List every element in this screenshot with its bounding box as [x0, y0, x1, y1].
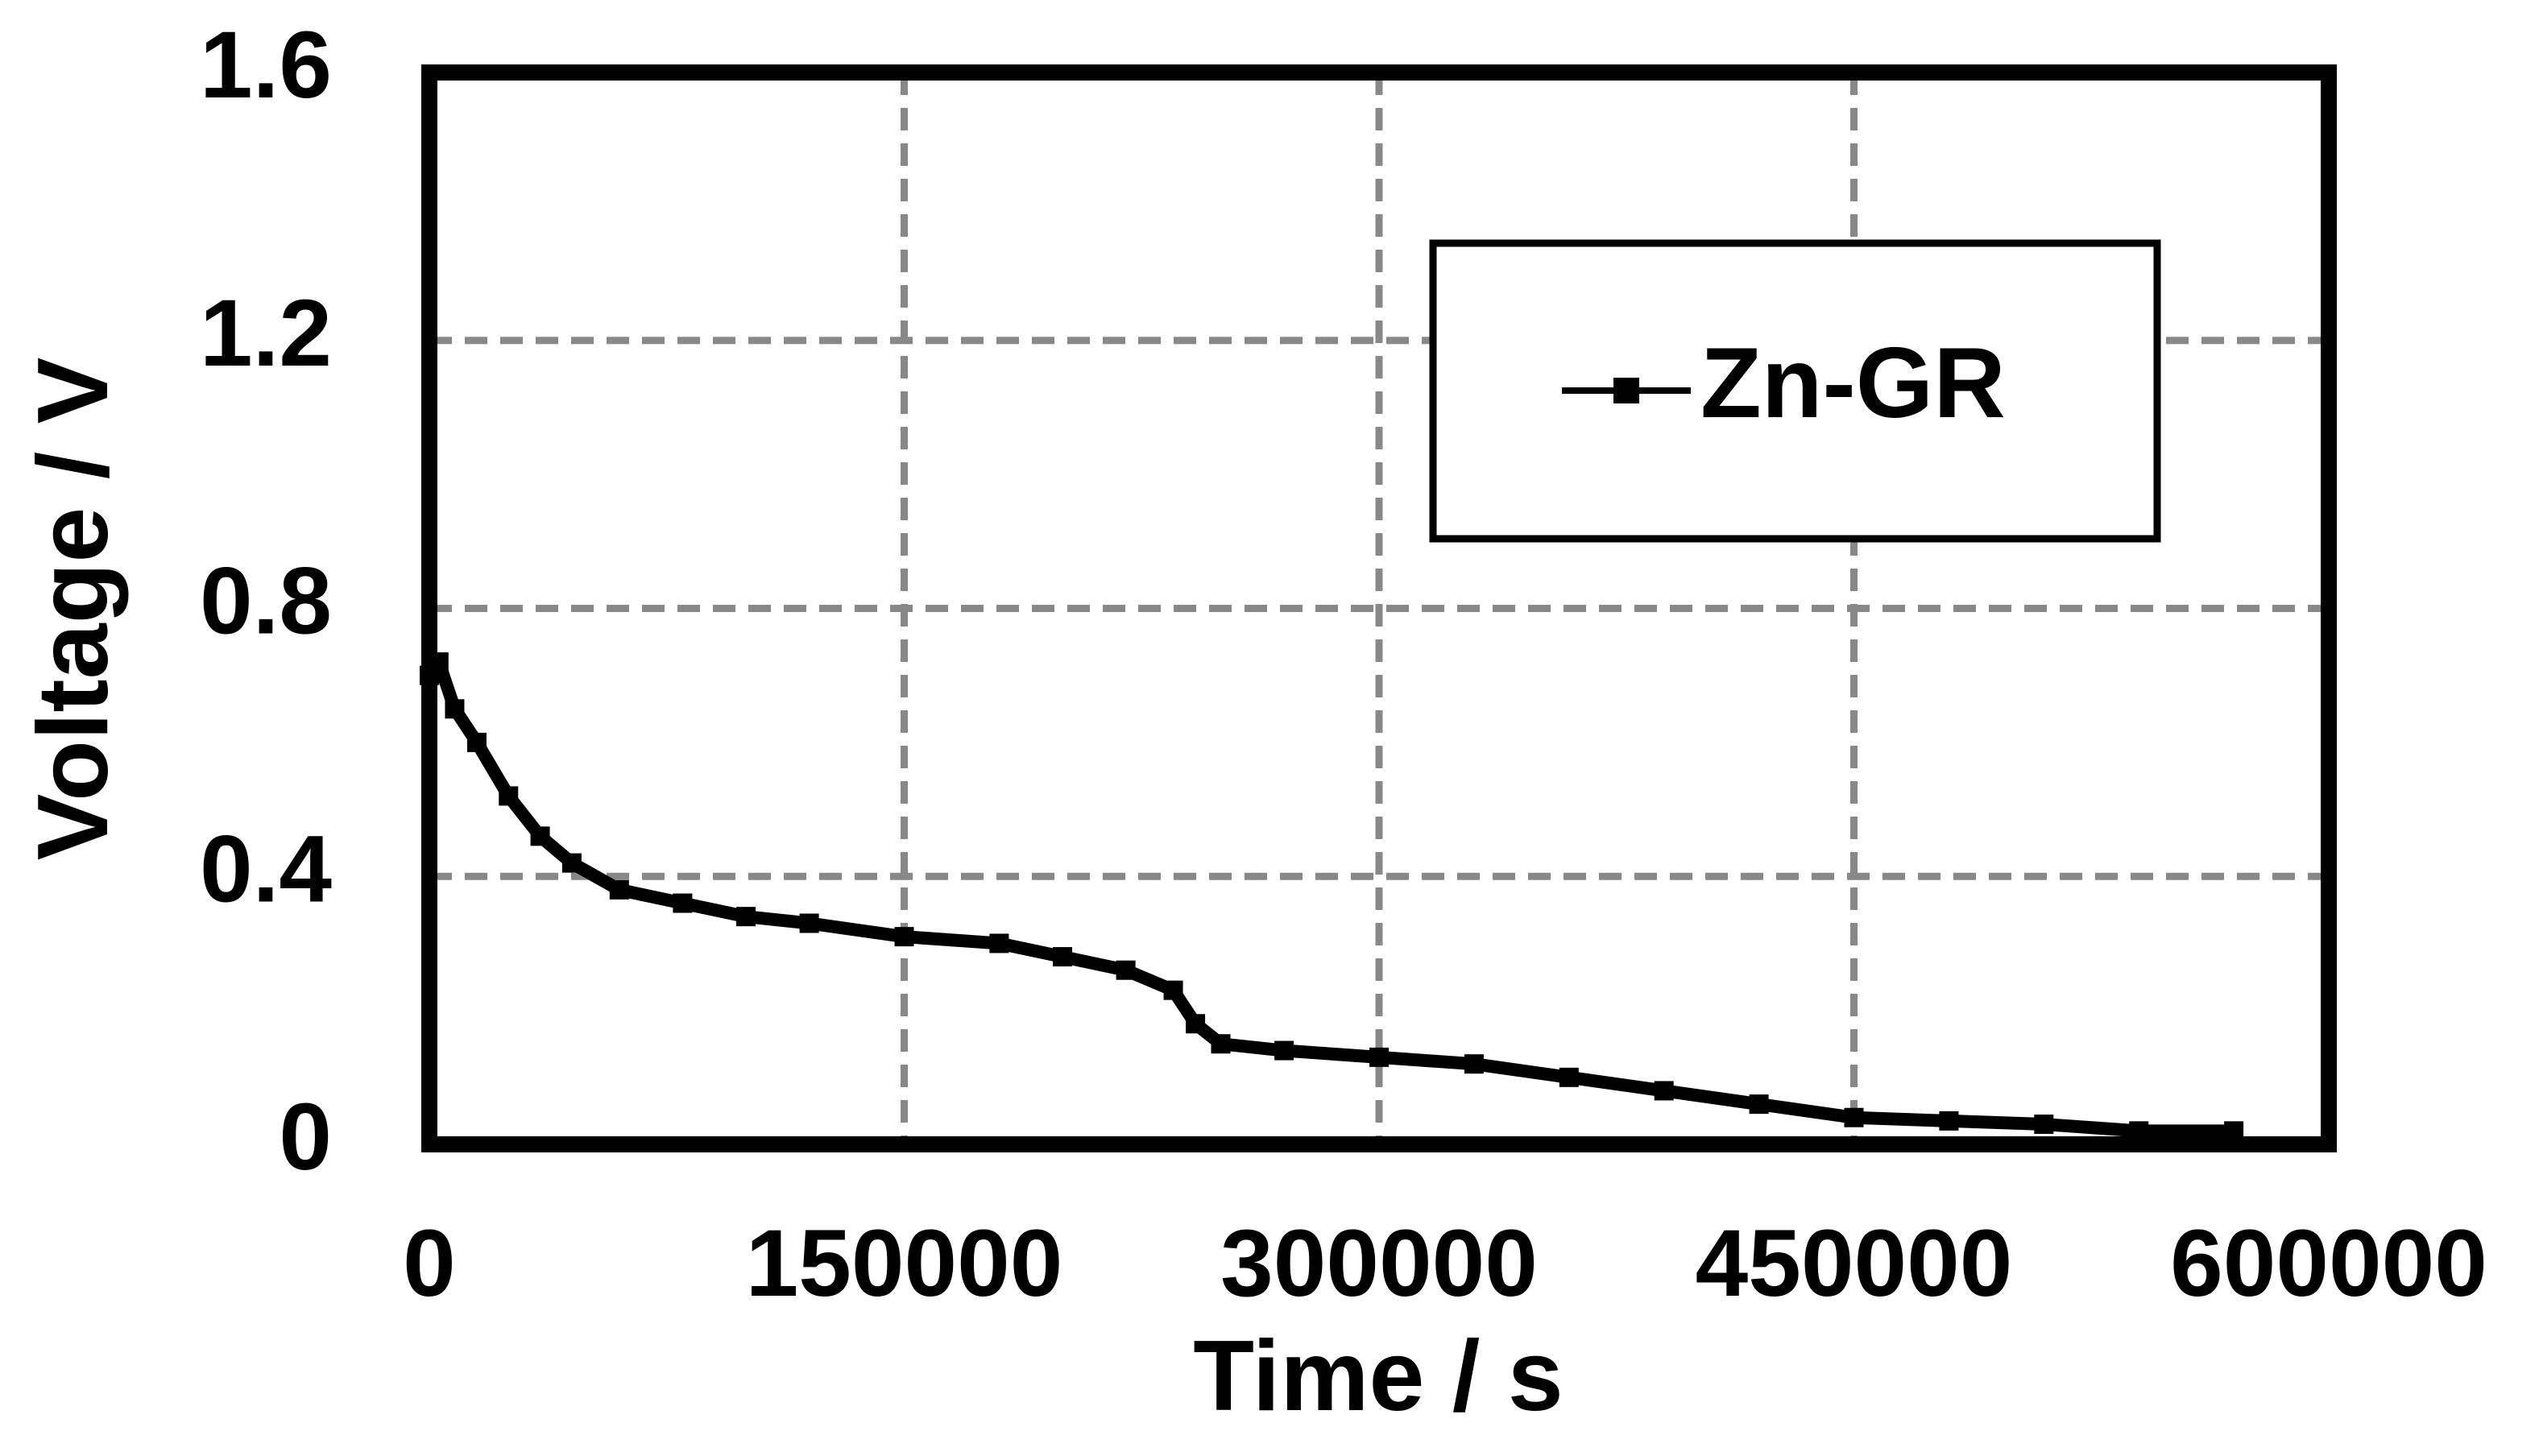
y-axis-title: Voltage / V — [18, 358, 129, 861]
x-axis-title: Time / s — [1193, 1321, 1564, 1432]
x-tick-label: 300000 — [1220, 1210, 1538, 1317]
data-point — [530, 826, 550, 846]
x-tick-label: 150000 — [746, 1210, 1063, 1317]
data-point — [2224, 1121, 2244, 1141]
y-tick-label: 0.8 — [200, 548, 332, 655]
plot-frame — [421, 64, 2337, 1152]
data-point — [1163, 980, 1183, 1000]
data-point — [1274, 1040, 1294, 1061]
data-point — [1844, 1107, 1864, 1127]
data-point — [499, 786, 519, 806]
data-point — [1211, 1034, 1231, 1054]
data-point — [2034, 1115, 2054, 1135]
data-point — [1116, 960, 1136, 980]
data-point — [1939, 1111, 1959, 1131]
data-point — [1053, 947, 1072, 967]
x-tick-label: 600000 — [2170, 1210, 2487, 1317]
data-point — [1464, 1054, 1484, 1074]
legend-label: Zn-GR — [1700, 328, 2006, 439]
data-point — [1559, 1067, 1579, 1087]
data-point — [1186, 1014, 1206, 1034]
data-point — [445, 699, 465, 719]
y-tick-label: 0.4 — [200, 816, 332, 922]
data-point — [736, 907, 756, 927]
y-tick-label: 1.6 — [200, 12, 332, 118]
data-point — [799, 913, 819, 933]
data-point — [894, 927, 914, 947]
x-tick-label: 0 — [403, 1210, 456, 1317]
data-point — [1749, 1094, 1769, 1115]
legend: Zn-GR — [1429, 239, 2161, 543]
y-tick-label: 1.2 — [200, 280, 332, 387]
y-tick-label: 0 — [279, 1084, 332, 1190]
data-point — [989, 933, 1009, 953]
data-line — [424, 656, 2235, 1138]
data-point — [561, 853, 582, 873]
data-point — [673, 893, 693, 913]
data-point — [1654, 1081, 1674, 1101]
x-tick-label: 450000 — [1696, 1210, 2013, 1317]
data-point — [429, 652, 449, 672]
legend-marker — [1613, 378, 1639, 403]
data-point — [466, 732, 487, 752]
data-point — [609, 879, 629, 900]
legend-box — [1429, 239, 2161, 543]
data-point — [1369, 1047, 1389, 1067]
data-point — [2129, 1121, 2149, 1141]
